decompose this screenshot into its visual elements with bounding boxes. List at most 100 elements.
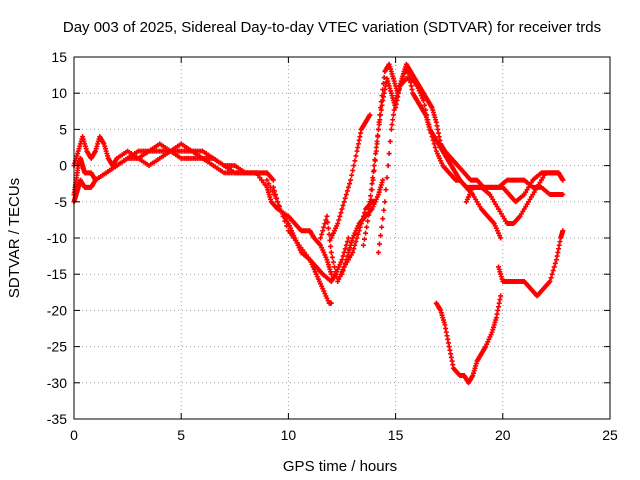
data-point-marker <box>375 126 381 132</box>
data-point-marker <box>391 107 397 113</box>
data-point-marker <box>270 177 276 183</box>
data-point-marker <box>341 264 347 270</box>
data-point-marker <box>339 206 345 212</box>
data-point-marker <box>381 207 387 213</box>
y-tick-label: -5 <box>55 194 68 210</box>
data-point-marker <box>423 107 429 113</box>
data-point-marker <box>345 235 351 241</box>
series-track-11 <box>360 61 566 248</box>
data-point-marker <box>551 264 557 270</box>
data-point-marker <box>341 249 347 255</box>
data-point-marker <box>425 117 431 123</box>
y-tick-label: 0 <box>59 158 67 174</box>
data-point-marker <box>498 293 504 299</box>
data-point-marker <box>324 213 330 219</box>
x-tick-label: 0 <box>70 427 78 443</box>
data-point-marker <box>345 184 351 190</box>
data-point-marker <box>374 141 380 147</box>
series-track-14 <box>433 293 504 386</box>
data-point-marker <box>548 275 554 281</box>
data-point-marker <box>264 177 270 183</box>
data-point-marker <box>330 259 336 265</box>
data-point-marker <box>428 130 434 136</box>
data-point-marker <box>432 145 438 150</box>
data-point-marker <box>382 199 388 205</box>
data-point-marker <box>380 216 386 222</box>
data-point-marker <box>350 167 356 173</box>
series-track-4 <box>253 170 334 277</box>
data-point-marker <box>353 153 359 159</box>
data-point-marker <box>375 134 381 140</box>
x-tick-label: 10 <box>281 427 297 443</box>
x-tick-label: 15 <box>388 427 404 443</box>
data-point-marker <box>328 243 334 249</box>
data-point-marker <box>384 175 390 181</box>
data-point-marker <box>377 241 383 247</box>
data-point-marker <box>338 210 344 216</box>
data-point-marker <box>390 112 396 118</box>
data-point-marker <box>431 141 437 147</box>
data-points <box>71 61 566 386</box>
data-point-marker <box>378 99 384 105</box>
data-point-marker <box>329 254 335 260</box>
data-point-marker <box>560 228 566 234</box>
data-point-marker <box>381 75 387 81</box>
data-point-marker <box>369 187 375 193</box>
data-point-marker <box>426 122 432 128</box>
data-point-marker <box>376 119 382 125</box>
data-point-marker <box>266 181 272 187</box>
data-point-marker <box>429 134 435 140</box>
data-point-marker <box>365 218 371 224</box>
data-point-marker <box>498 235 504 241</box>
data-point-marker <box>388 126 394 132</box>
data-point-marker <box>379 93 385 99</box>
data-point-marker <box>373 148 379 154</box>
data-point-marker <box>549 271 555 277</box>
data-point-marker <box>353 239 359 245</box>
data-point-marker <box>375 249 381 255</box>
series-track-10 <box>367 68 504 241</box>
data-point-marker <box>271 188 277 194</box>
y-tick-label: -20 <box>47 302 67 318</box>
data-point-marker <box>366 212 372 218</box>
data-point-marker <box>370 177 376 183</box>
data-point-marker <box>341 199 347 205</box>
y-tick-label: -25 <box>47 339 67 355</box>
y-tick-label: -35 <box>47 411 67 427</box>
y-tick-label: 5 <box>59 121 67 137</box>
data-point-marker <box>550 268 556 274</box>
data-point-marker <box>424 112 430 118</box>
data-point-marker <box>339 257 345 263</box>
data-point-marker <box>354 235 360 241</box>
data-point-marker <box>380 177 386 183</box>
data-point-marker <box>355 231 361 237</box>
data-point-marker <box>360 242 366 248</box>
data-point-marker <box>350 249 356 255</box>
data-point-marker <box>342 246 348 252</box>
series-track-15 <box>496 228 566 299</box>
data-point-marker <box>318 235 324 241</box>
data-point-marker <box>275 199 281 205</box>
data-point-marker <box>319 231 325 237</box>
y-axis-title: SDTVAR / TECUs <box>6 178 23 298</box>
data-point-marker <box>422 102 428 108</box>
data-point-marker <box>333 269 339 275</box>
data-point-marker <box>328 249 334 255</box>
data-point-marker <box>552 260 558 266</box>
data-point-marker <box>368 196 374 202</box>
data-point-marker <box>378 105 384 111</box>
y-tick-label: 10 <box>51 85 67 101</box>
data-point-marker <box>344 239 350 245</box>
data-point-marker <box>340 268 346 274</box>
data-point-marker <box>322 221 328 227</box>
data-point-marker <box>377 112 383 118</box>
data-point-marker <box>349 172 355 178</box>
data-point-marker <box>380 87 386 93</box>
data-point-marker <box>276 202 282 208</box>
series-track-13 <box>463 170 566 227</box>
data-point-marker <box>386 151 392 157</box>
data-point-marker <box>343 192 349 198</box>
data-point-marker <box>385 163 391 169</box>
data-point-marker <box>331 264 337 270</box>
